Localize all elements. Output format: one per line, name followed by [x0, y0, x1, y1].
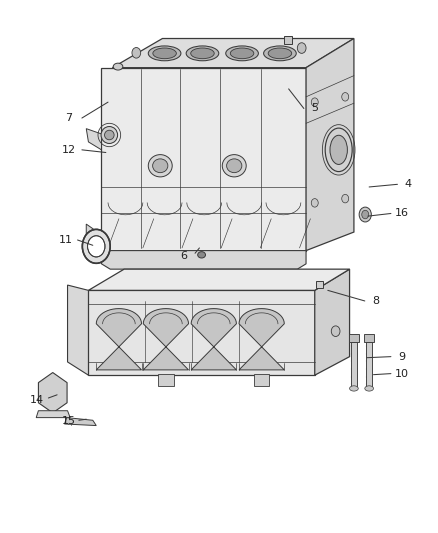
Circle shape — [342, 93, 349, 101]
Ellipse shape — [101, 126, 117, 143]
Text: 8: 8 — [372, 296, 379, 306]
Bar — [351, 342, 357, 389]
Bar — [366, 342, 372, 389]
Ellipse shape — [186, 46, 219, 61]
Circle shape — [359, 207, 371, 222]
Text: 6: 6 — [181, 251, 187, 261]
Ellipse shape — [330, 135, 347, 165]
Text: 5: 5 — [311, 103, 318, 114]
Polygon shape — [239, 309, 284, 370]
Ellipse shape — [148, 46, 181, 61]
Text: 4: 4 — [405, 179, 412, 189]
Ellipse shape — [350, 386, 358, 391]
Polygon shape — [315, 269, 350, 375]
Circle shape — [88, 236, 105, 257]
Text: 7: 7 — [65, 113, 72, 123]
Ellipse shape — [268, 48, 292, 59]
Polygon shape — [113, 38, 354, 68]
Circle shape — [132, 47, 141, 58]
Text: 11: 11 — [59, 235, 73, 245]
Circle shape — [342, 195, 349, 203]
Polygon shape — [102, 68, 306, 251]
Bar — [316, 281, 322, 288]
Polygon shape — [191, 309, 237, 370]
Text: 14: 14 — [30, 395, 44, 405]
Bar — [364, 334, 374, 342]
Polygon shape — [306, 38, 354, 251]
Ellipse shape — [148, 155, 172, 177]
Text: 15: 15 — [62, 416, 76, 426]
Ellipse shape — [153, 48, 177, 59]
Bar — [158, 374, 174, 386]
Circle shape — [311, 199, 318, 207]
Text: 12: 12 — [62, 145, 76, 155]
Ellipse shape — [226, 159, 242, 173]
Ellipse shape — [226, 46, 258, 61]
Polygon shape — [86, 224, 102, 251]
Polygon shape — [102, 251, 306, 269]
Bar — [349, 334, 359, 342]
Bar — [284, 36, 292, 44]
Circle shape — [362, 211, 369, 219]
Ellipse shape — [191, 48, 214, 59]
Polygon shape — [86, 128, 102, 150]
Ellipse shape — [198, 252, 205, 258]
Polygon shape — [39, 373, 67, 413]
Ellipse shape — [264, 46, 296, 61]
Text: 9: 9 — [398, 352, 405, 361]
Polygon shape — [96, 309, 141, 370]
Ellipse shape — [365, 386, 374, 391]
Circle shape — [311, 98, 318, 107]
Text: 10: 10 — [395, 369, 409, 378]
Polygon shape — [67, 285, 88, 375]
Ellipse shape — [325, 128, 352, 172]
Ellipse shape — [152, 159, 168, 173]
Ellipse shape — [230, 48, 254, 59]
Circle shape — [331, 326, 340, 336]
Circle shape — [82, 229, 110, 263]
Polygon shape — [143, 309, 188, 370]
Polygon shape — [88, 290, 315, 375]
Polygon shape — [64, 418, 96, 425]
Ellipse shape — [113, 63, 123, 70]
Ellipse shape — [105, 130, 114, 140]
Ellipse shape — [222, 155, 246, 177]
Polygon shape — [88, 269, 350, 290]
Polygon shape — [36, 411, 70, 418]
Text: 16: 16 — [395, 208, 409, 219]
Circle shape — [297, 43, 306, 53]
Bar — [254, 374, 269, 386]
